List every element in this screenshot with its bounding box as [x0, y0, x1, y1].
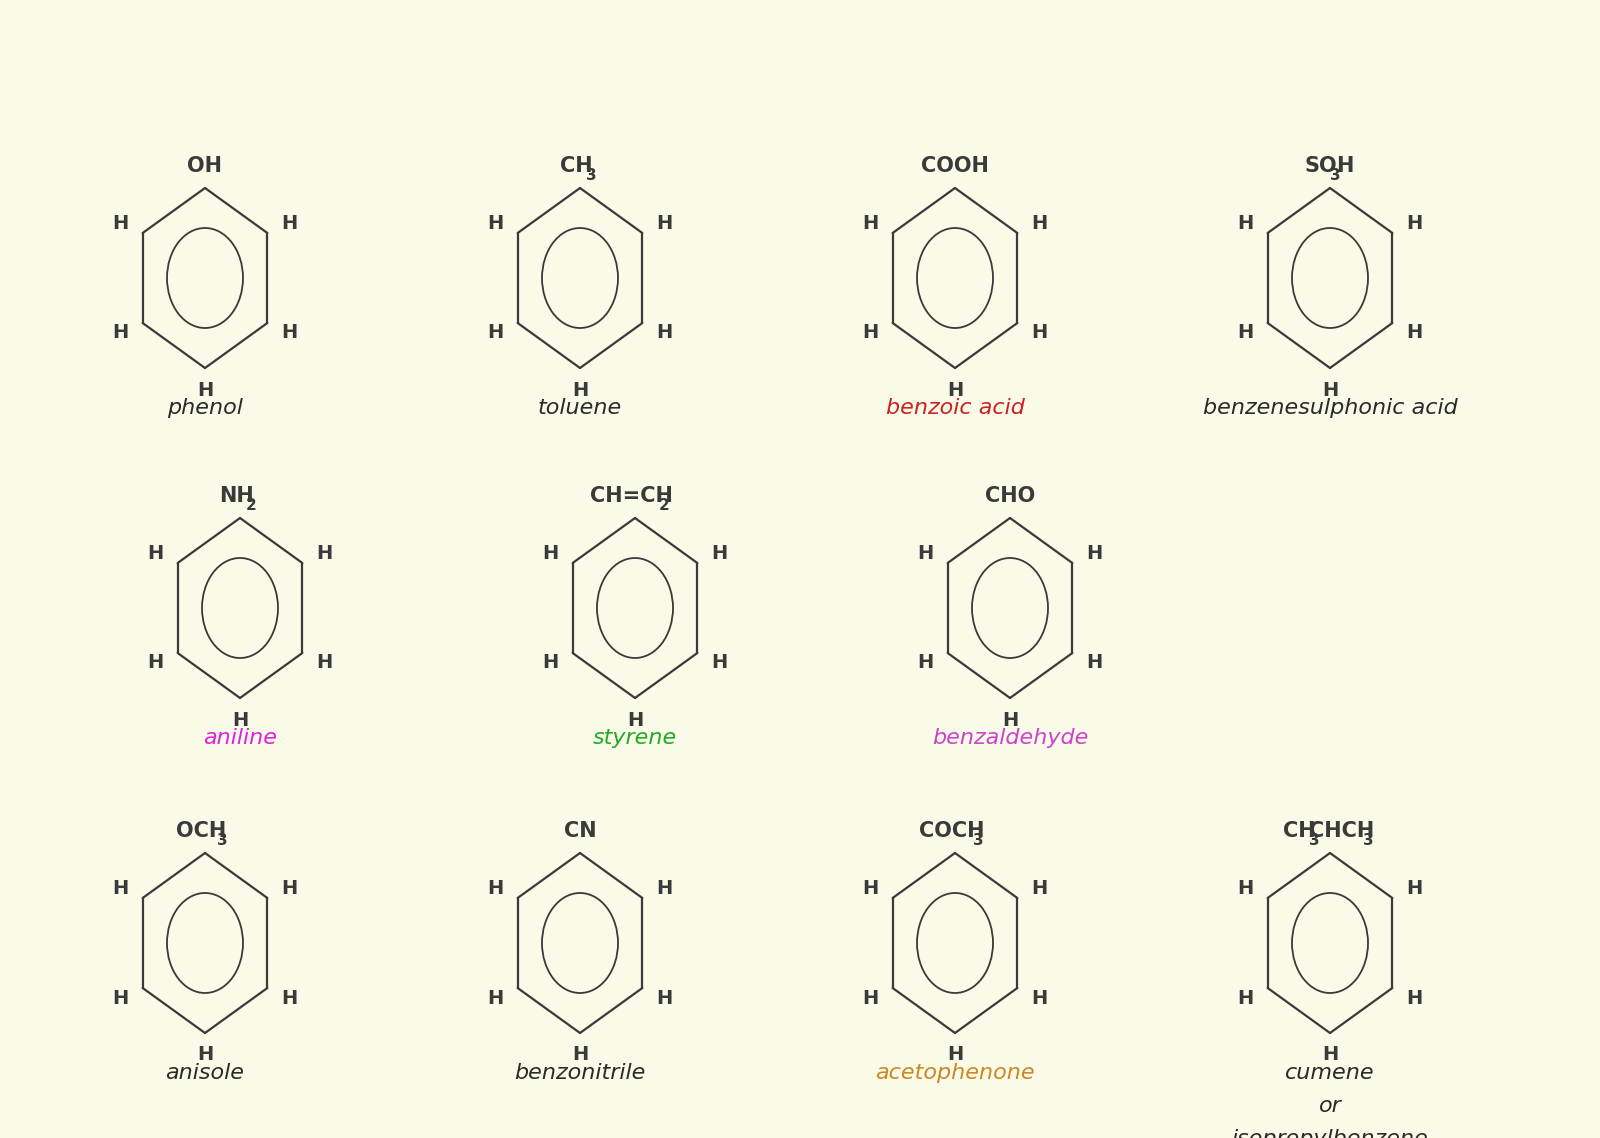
Text: 2: 2 — [658, 498, 669, 513]
Text: H: H — [862, 879, 878, 898]
Text: CHCH: CHCH — [1309, 820, 1374, 841]
Text: H: H — [542, 653, 558, 673]
Text: H: H — [488, 323, 504, 343]
Text: 2: 2 — [246, 498, 258, 513]
Text: SO: SO — [1304, 156, 1338, 176]
Text: H: H — [282, 989, 298, 1007]
Text: 3: 3 — [218, 833, 227, 848]
Text: H: H — [1406, 879, 1422, 898]
Text: COOH: COOH — [922, 156, 989, 176]
Text: CH: CH — [560, 156, 592, 176]
Text: OCH: OCH — [176, 820, 226, 841]
Text: H: H — [282, 879, 298, 898]
Text: H: H — [147, 544, 163, 562]
Text: H: H — [112, 879, 128, 898]
Text: phenol: phenol — [166, 398, 243, 418]
Text: H: H — [862, 323, 878, 343]
Text: H: H — [1322, 1046, 1338, 1064]
Text: H: H — [542, 544, 558, 562]
Text: H: H — [1032, 879, 1048, 898]
Text: H: H — [656, 323, 672, 343]
Text: H: H — [488, 879, 504, 898]
Text: H: H — [862, 214, 878, 232]
Text: CH=CH: CH=CH — [590, 486, 672, 506]
Text: H: H — [1086, 544, 1102, 562]
Text: OH: OH — [187, 156, 222, 176]
Text: 3: 3 — [1363, 833, 1373, 848]
Text: COCH: COCH — [918, 820, 984, 841]
Text: NH: NH — [219, 486, 254, 506]
Text: H: H — [1322, 380, 1338, 399]
Text: H: H — [112, 214, 128, 232]
Text: H: H — [947, 380, 963, 399]
Text: H: H — [317, 544, 333, 562]
Text: H: H — [1237, 323, 1254, 343]
Text: H: H — [1002, 710, 1018, 729]
Text: H: H — [656, 879, 672, 898]
Text: H: H — [1032, 323, 1048, 343]
Text: toluene: toluene — [538, 398, 622, 418]
Text: H: H — [1406, 323, 1422, 343]
Text: CHO: CHO — [986, 486, 1035, 506]
Text: H: H — [947, 1046, 963, 1064]
Text: benzonitrile: benzonitrile — [514, 1063, 646, 1083]
Text: H: H — [112, 989, 128, 1007]
Text: H: H — [917, 653, 934, 673]
Text: H: H — [1032, 989, 1048, 1007]
Text: H: H — [627, 710, 643, 729]
Text: anisole: anisole — [165, 1063, 245, 1083]
Text: cumene: cumene — [1285, 1063, 1374, 1083]
Text: 3: 3 — [1309, 833, 1320, 848]
Text: H: H — [1032, 214, 1048, 232]
Text: or: or — [1318, 1096, 1341, 1116]
Text: H: H — [656, 214, 672, 232]
Text: CN: CN — [563, 820, 597, 841]
Text: H: H — [1086, 653, 1102, 673]
Text: H: H — [1237, 989, 1254, 1007]
Text: H: H — [917, 544, 934, 562]
Text: H: H — [317, 653, 333, 673]
Text: H: H — [1336, 156, 1354, 176]
Text: H: H — [571, 380, 589, 399]
Text: H: H — [282, 214, 298, 232]
Text: H: H — [1237, 879, 1254, 898]
Text: 3: 3 — [586, 168, 597, 183]
Text: benzoic acid: benzoic acid — [885, 398, 1024, 418]
Text: styrene: styrene — [594, 728, 677, 748]
Text: 3: 3 — [1331, 168, 1341, 183]
Text: H: H — [488, 989, 504, 1007]
Text: H: H — [1406, 214, 1422, 232]
Text: 3: 3 — [973, 833, 984, 848]
Text: H: H — [232, 710, 248, 729]
Text: H: H — [571, 1046, 589, 1064]
Text: CH: CH — [1283, 820, 1315, 841]
Text: H: H — [862, 989, 878, 1007]
Text: H: H — [712, 653, 728, 673]
Text: H: H — [147, 653, 163, 673]
Text: H: H — [112, 323, 128, 343]
Text: H: H — [656, 989, 672, 1007]
Text: H: H — [282, 323, 298, 343]
Text: benzenesulphonic acid: benzenesulphonic acid — [1203, 398, 1458, 418]
Text: H: H — [1237, 214, 1254, 232]
Text: aniline: aniline — [203, 728, 277, 748]
Text: H: H — [488, 214, 504, 232]
Text: H: H — [197, 380, 213, 399]
Text: acetophenone: acetophenone — [875, 1063, 1035, 1083]
Text: H: H — [712, 544, 728, 562]
Text: isopropylbenzene: isopropylbenzene — [1232, 1129, 1429, 1138]
Text: benzaldehyde: benzaldehyde — [931, 728, 1088, 748]
Text: H: H — [197, 1046, 213, 1064]
Text: H: H — [1406, 989, 1422, 1007]
